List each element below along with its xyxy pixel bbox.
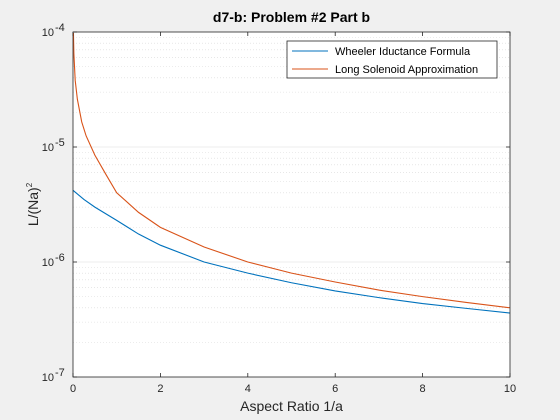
x-axis-label: Aspect Ratio 1/a — [240, 398, 343, 414]
y-tick-label: 10 — [42, 372, 54, 384]
x-tick-label: 2 — [157, 383, 163, 395]
series-line-solenoid — [72, 32, 511, 309]
y-axis-label: L/(Na)2 — [25, 182, 41, 226]
plot-area — [73, 32, 510, 377]
y-tick-label: 10 — [42, 257, 54, 269]
y-tick-label: 10 — [42, 142, 54, 154]
x-tick-label: 4 — [245, 383, 251, 395]
x-tick-label: 10 — [504, 383, 516, 395]
legend: Wheeler Iductance Formula Long Solenoid … — [286, 40, 498, 79]
chart-title: d7-b: Problem #2 Part b — [213, 9, 370, 25]
y-tick-label-exponent: -4 — [55, 22, 65, 34]
y-axis-label-main: L/(Na) — [25, 187, 41, 226]
legend-box — [286, 40, 498, 79]
y-tick-label-exponent: -6 — [55, 252, 65, 264]
y-tick-label-exponent: -5 — [55, 137, 65, 149]
x-tick-label: 8 — [420, 383, 426, 395]
y-tick-label: 10 — [42, 27, 54, 39]
y-tick-label-exponent: -7 — [55, 367, 65, 379]
legend-label-wheeler: Wheeler Iductance Formula — [335, 46, 471, 58]
legend-label-solenoid: Long Solenoid Approximation — [335, 64, 478, 76]
y-axis-label-superscript: 2 — [25, 182, 34, 187]
series-line-wheeler — [72, 189, 511, 314]
x-tick-label: 0 — [70, 383, 76, 395]
series-group — [72, 32, 511, 314]
grid — [73, 36, 510, 343]
x-tick-label: 6 — [332, 383, 338, 395]
plot-frame — [72, 31, 511, 378]
